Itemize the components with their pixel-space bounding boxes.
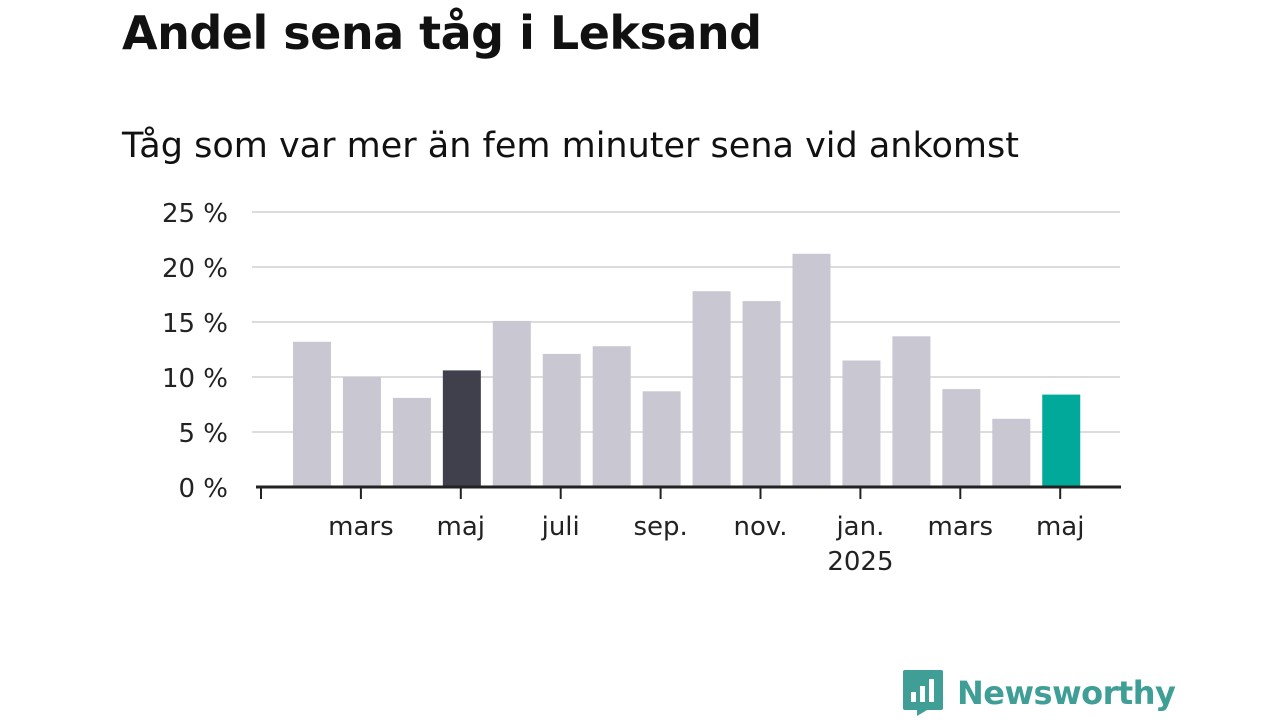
bar [992, 418, 1031, 487]
x-tick-label: sep. [633, 512, 687, 542]
bar [442, 370, 481, 487]
bar [542, 353, 581, 487]
bar [293, 341, 331, 487]
bar [842, 360, 881, 487]
bar [892, 336, 931, 487]
brand-name: Newsworthy [957, 674, 1176, 712]
bar [742, 301, 781, 487]
bar [492, 320, 531, 487]
y-tick-label: 20 % [162, 254, 228, 284]
newsworthy-logo[interactable]: Newsworthy [903, 670, 1176, 716]
x-tick-label: nov. [733, 512, 787, 542]
chart-subtitle: Tåg som var mer än fem minuter sena vid … [122, 126, 1019, 166]
x-tick-year-label: 2025 [827, 547, 893, 577]
y-tick-label: 0 % [178, 474, 228, 504]
x-tick-label: mars [928, 512, 994, 542]
newsworthy-logo-icon [903, 670, 943, 716]
x-axis [256, 485, 1121, 499]
x-tick-label: juli [541, 512, 580, 542]
y-tick-label: 15 % [162, 309, 228, 339]
bar [392, 397, 431, 487]
x-tick-label: maj [1036, 512, 1084, 542]
bar [592, 346, 631, 487]
x-axis-tick-labels: mars maj juli sep. nov. jan. 2025 mars maj [328, 512, 1084, 577]
grid-lines [252, 211, 1120, 433]
x-tick-label: maj [437, 512, 485, 542]
y-tick-label: 5 % [178, 419, 228, 449]
bar [792, 253, 831, 487]
y-axis-tick-labels: 0 % 5 % 10 % 15 % 20 % 25 % [162, 199, 228, 504]
x-tick-label: mars [328, 512, 394, 542]
bar-chart: 0 % 5 % 10 % 15 % 20 % 25 % mars maj juli sep. no… [162, 199, 1121, 577]
bar [642, 391, 681, 487]
bar [1042, 394, 1081, 487]
bar [342, 377, 381, 487]
bar [942, 389, 981, 487]
y-tick-label: 25 % [162, 199, 228, 229]
bars [293, 253, 1081, 487]
y-tick-label: 10 % [162, 364, 228, 394]
chart-title: Andel sena tåg i Leksand [122, 6, 762, 60]
x-tick-label: jan. [835, 512, 884, 542]
bar [692, 291, 731, 487]
